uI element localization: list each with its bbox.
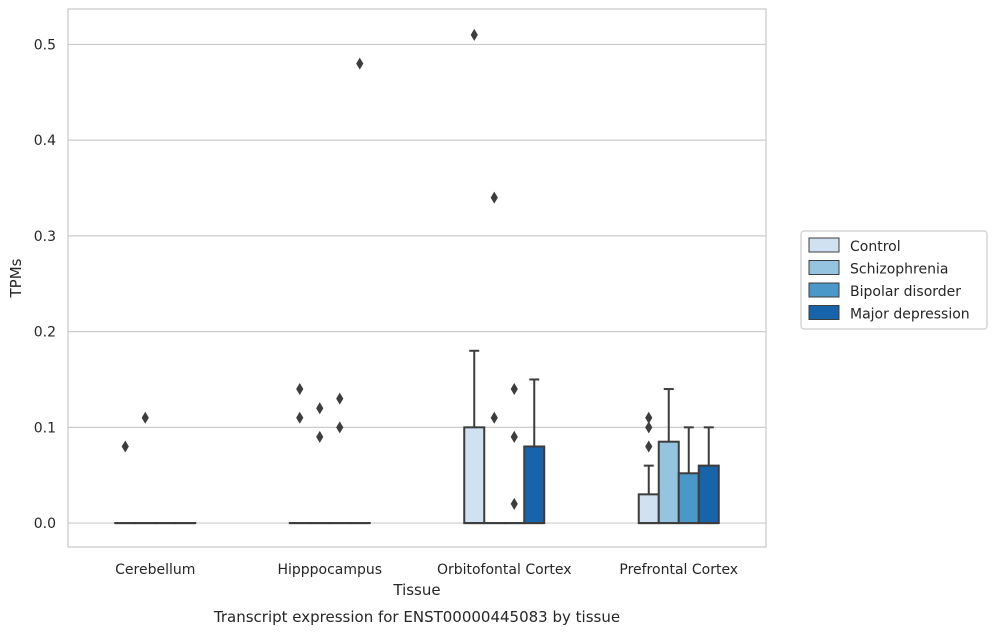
- x-tick-label: Cerebellum: [115, 562, 195, 578]
- box-bipolar-disorder: [677, 426, 700, 525]
- legend-swatch: [808, 282, 840, 298]
- box-body: [657, 440, 680, 525]
- outlier-point: [336, 392, 344, 405]
- outlier-point: [645, 421, 653, 434]
- x-tick-label: Orbitofontal Cortex: [437, 562, 572, 578]
- box-major-depression: [523, 378, 546, 525]
- x-axis-title: Tissue: [392, 581, 440, 599]
- box-schizophrenia: [483, 191, 506, 525]
- y-tick-label: 0.1: [34, 420, 56, 436]
- legend-label: Major depression: [850, 307, 970, 323]
- box-control: [463, 28, 486, 525]
- box-body: [523, 445, 546, 525]
- legend-swatch: [808, 305, 840, 320]
- outlier-point: [470, 28, 478, 41]
- box-plot-marks: [114, 28, 720, 525]
- outlier-point: [490, 191, 498, 204]
- box-major-depression: [697, 426, 720, 525]
- outlier-point: [121, 440, 129, 453]
- box-body: [637, 493, 660, 525]
- y-tick-label: 0.2: [34, 325, 56, 341]
- outlier-point: [296, 411, 304, 424]
- chart-caption: Transcript expression for ENST0000044508…: [213, 608, 620, 626]
- outlier-point: [490, 411, 498, 424]
- box-bipolar-disorder: [503, 383, 526, 525]
- x-axis-ticks: Cerebellum Hipppocampus Orbitofontal Corte…: [115, 562, 738, 578]
- y-tick-label: 0.4: [34, 133, 56, 149]
- legend-label: Control: [850, 239, 901, 255]
- outlier-point: [296, 383, 304, 396]
- outlier-point: [645, 440, 653, 453]
- box-major-depression: [348, 57, 371, 525]
- outlier-point: [645, 411, 653, 424]
- box-schizophrenia: [134, 411, 157, 525]
- y-tick-label: 0.3: [34, 229, 56, 245]
- outlier-point: [141, 411, 149, 424]
- legend-frame: [800, 230, 988, 330]
- plot-area-frame: [67, 8, 767, 548]
- outlier-point: [316, 430, 324, 443]
- outlier-point: [510, 497, 518, 510]
- legend: Control Schizophrenia Bipolar disorder Majo…: [800, 230, 988, 330]
- box-control: [637, 411, 660, 525]
- outlier-point: [336, 421, 344, 434]
- y-tick-label: 0.0: [34, 516, 56, 532]
- box-control: [114, 440, 137, 525]
- x-tick-label: Prefrontal Cortex: [619, 562, 738, 578]
- outlier-point: [316, 402, 324, 415]
- box-body: [463, 426, 486, 525]
- outlier-point: [510, 383, 518, 396]
- y-axis-ticks: 0.0 0.1 0.2 0.3 0.4 0.5: [34, 37, 56, 532]
- outlier-point: [510, 430, 518, 443]
- legend-swatch: [808, 237, 840, 253]
- box-schizophrenia: [657, 388, 680, 525]
- legend-label: Bipolar disorder: [850, 284, 961, 300]
- legend-swatch: [808, 260, 840, 275]
- box-body: [697, 464, 720, 525]
- box-schizophrenia: [308, 402, 331, 525]
- x-tick-label: Hipppocampus: [277, 562, 382, 578]
- box-body: [677, 472, 700, 525]
- outlier-point: [356, 57, 364, 70]
- box-control: [288, 383, 311, 525]
- box-bipolar-disorder: [328, 392, 351, 525]
- y-tick-label: 0.5: [34, 37, 56, 53]
- legend-label: Schizophrenia: [850, 262, 948, 278]
- y-axis-title: TPMs: [7, 258, 25, 298]
